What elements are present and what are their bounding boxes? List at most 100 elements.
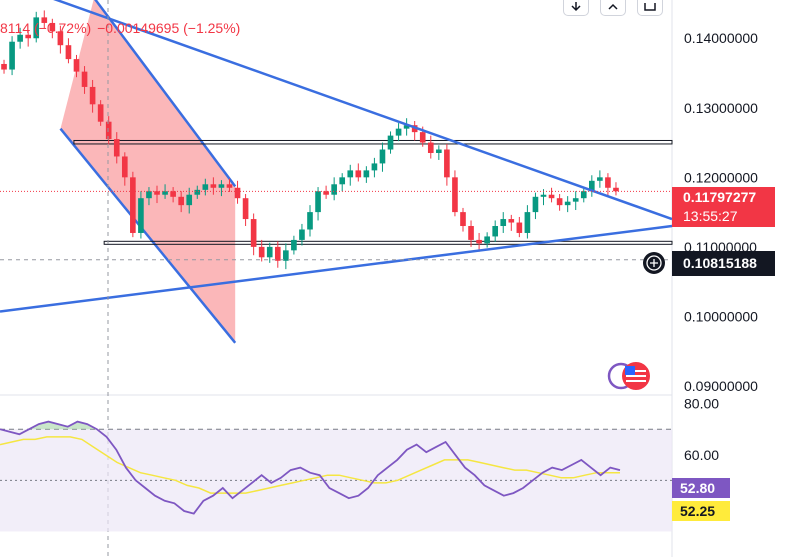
candle-body (307, 212, 313, 230)
candle-body (355, 170, 362, 178)
candle-body (452, 177, 458, 213)
candle-body (444, 149, 450, 178)
candle-body (315, 191, 321, 213)
candle-body (178, 196, 184, 206)
horizontal-zone[interactable] (103, 240, 673, 245)
last-price-badge: 0.11797277 13:55:27 (672, 187, 775, 227)
candle-body (427, 142, 434, 153)
rsi-line (0, 420, 621, 515)
candle-body (242, 198, 249, 220)
candle-body (468, 226, 474, 240)
trendline[interactable] (47, 0, 673, 221)
price-tick-label: 0.14000000 (684, 30, 758, 46)
candle-body (73, 59, 80, 72)
candle-body (605, 177, 611, 188)
candle-body (81, 71, 88, 87)
rsi-tick-label: 60.00 (684, 447, 719, 463)
candle-body (580, 191, 587, 199)
price-tick-label: 0.10000000 (684, 308, 758, 324)
countdown: 13:55:27 (683, 208, 738, 224)
candle-body (234, 187, 241, 199)
price-fragment: 8114 (0, 20, 31, 36)
candle-body (403, 125, 410, 129)
candle-body (274, 246, 281, 261)
candle-body (363, 170, 370, 178)
chevron-up-icon[interactable] (600, 0, 626, 16)
rsi-ma-value: 52.25 (680, 503, 716, 519)
add-alert-icon[interactable] (643, 252, 665, 274)
crosshair-price-badge: 0.10815188 (672, 251, 775, 276)
trendline[interactable] (0, 224, 673, 313)
candle-body (613, 187, 619, 192)
price-tick-label: 0.12000000 (684, 169, 758, 185)
candle-body (170, 191, 176, 197)
candle-body (331, 184, 337, 195)
channel-upper-line[interactable] (94, 0, 237, 188)
last-price-value: 0.11797277 (683, 189, 757, 205)
channel-fill[interactable] (60, 0, 236, 343)
candle-body (138, 198, 144, 233)
candle-body (9, 41, 15, 70)
candle-body (154, 191, 160, 195)
us-flag-icon[interactable] (607, 362, 650, 390)
candle-body (130, 177, 136, 233)
candle-body (162, 191, 168, 195)
candle-body (476, 239, 482, 244)
candle-body (323, 191, 329, 195)
rsi-ma-line (0, 436, 620, 494)
candle-body (49, 22, 56, 32)
abs-change-pct: (−1.25%) (183, 20, 241, 36)
rsi-value-badge: 52.80 (672, 478, 730, 498)
candle-body (508, 219, 515, 223)
candle-body (589, 180, 595, 192)
candle-body (33, 17, 40, 39)
price-axis[interactable]: 0.14000000 0.13000000 0.12000000 0.11000000… (684, 30, 758, 394)
legend-header: 8114 (−0.72%) −0.00149695 (−1.25%) (0, 20, 240, 36)
price-tick-label: 0.09000000 (684, 378, 758, 394)
candle-body (218, 184, 225, 188)
candle-body (210, 184, 217, 188)
candle-body (484, 236, 490, 244)
pct-change-fragment: (−0.72%) (34, 20, 92, 36)
rsi-tick-label: 80.00 (684, 396, 719, 412)
candle-body (540, 194, 547, 197)
candle-body (97, 104, 104, 122)
candle-body (564, 201, 571, 206)
drawings-layer[interactable] (59, 0, 673, 344)
candle-body (258, 246, 265, 258)
candle-body (299, 229, 305, 240)
candle-body (532, 196, 539, 213)
rsi-ma-badge: 52.25 (672, 501, 730, 521)
channel-lower-line[interactable] (59, 127, 237, 344)
candle-body (25, 34, 31, 39)
candle-body (194, 189, 201, 195)
arrow-down-icon[interactable] (563, 0, 589, 16)
horizontal-zone[interactable] (73, 139, 673, 145)
price-tick-label: 0.13000000 (684, 100, 758, 116)
price-tick-label: 0.11000000 (684, 239, 757, 255)
candle-body (121, 156, 128, 178)
candle-body (548, 194, 555, 199)
candle-body (492, 226, 499, 237)
candle-body (572, 198, 579, 202)
candle-body (419, 132, 426, 143)
minimize-icon[interactable] (637, 0, 663, 16)
candle-body (387, 135, 394, 150)
candle-body (57, 31, 64, 46)
abs-change: −0.00149695 (97, 20, 180, 36)
candle-body (556, 198, 563, 206)
candle-body (186, 194, 193, 206)
candle-body (266, 246, 273, 258)
candle-body (347, 170, 354, 178)
candle-body (41, 17, 48, 23)
candle-body (371, 163, 378, 171)
candle-body (339, 177, 346, 185)
rsi-axis[interactable]: 80.00 60.00 (684, 396, 719, 463)
candle-body (283, 250, 289, 261)
crosshair-price-value: 0.10815188 (683, 255, 757, 271)
candle-body (460, 212, 466, 227)
candle-body (202, 184, 209, 190)
candle-body (113, 139, 120, 157)
candle-body (524, 212, 531, 233)
